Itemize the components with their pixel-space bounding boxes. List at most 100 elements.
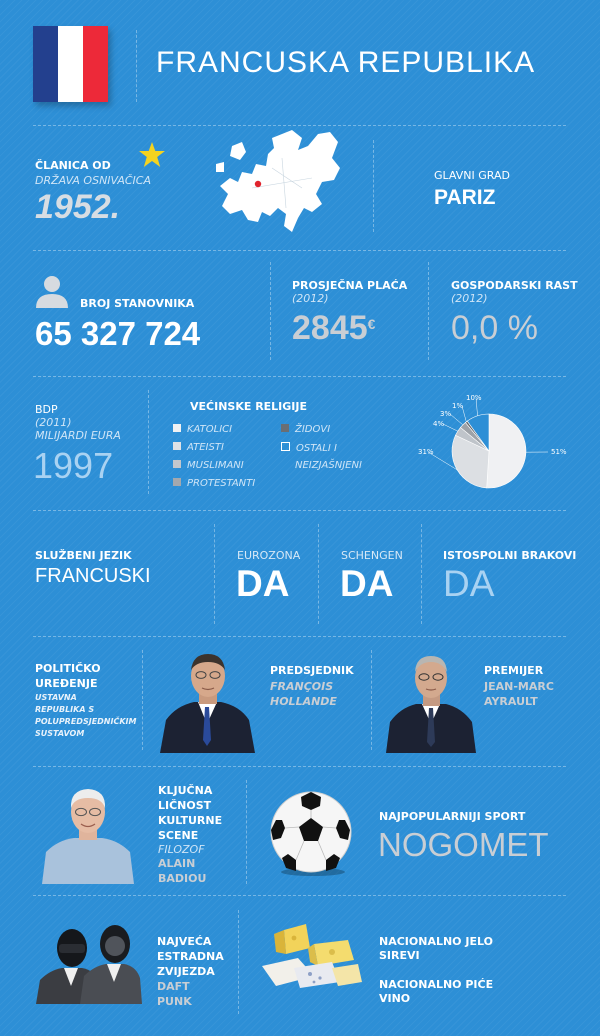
samesex-value: DA [443,563,495,604]
europe-map-icon [212,128,352,242]
population-label: BROJ STANOVNIKA [80,297,195,310]
salary-value: 2845 [292,309,368,347]
sport-value: NOGOMET [378,826,549,863]
legend-label: ŽIDOVI [295,424,331,435]
pie-data-label: 1% [452,402,463,410]
eu-star-icon [138,141,166,172]
legend-label: MUSLIMANI [187,460,244,471]
politics-label-1: POLITIČKO [35,662,101,675]
membership-sub: DRŽAVA OSNIVAČICA [35,174,151,187]
culture-label-3: KULTURNE [158,814,223,827]
music-name-1: DAFT [157,980,190,993]
growth-value: 0,0 % [451,309,538,347]
legend-item-protestanti: PROTESTANTI [173,478,255,489]
legend-item-ostali: OSTALI I [281,442,337,454]
food-label: NACIONALNO JELO [379,935,493,948]
salary-unit: € [367,315,376,332]
gdp-unit: MILIJARDI EURA [35,429,121,442]
culture-name: ALAIN BADIOU [158,856,206,886]
pie-slice-2 [451,434,490,489]
growth-label: GOSPODARSKI RAST [451,279,578,292]
sport-label: NAJPOPULARNIJI SPORT [379,810,526,823]
language-value: FRANCUSKI [35,565,151,587]
language-label: SLUŽBENI JEZIK [35,549,132,562]
legend-item-ostali-line2: NEIZJAŠNJENI [295,460,362,471]
soccer-ball-icon [266,788,356,882]
music-label-1: NAJVEĆA [157,935,212,948]
page-title: FRANCUSKA REPUBLIKA [156,46,536,79]
flag-of-france [33,26,108,102]
membership-label: ČLANICA OD [35,159,111,172]
music-name: DAFT PUNK [157,979,192,1009]
legend-label: NEIZJAŠNJENI [295,460,362,471]
population-value: 65 327 724 [35,315,201,352]
salary-year: (2012) [292,292,329,305]
culture-portrait [42,784,134,888]
religion-pie-chart: 51% 31% 4% 3%1%10% [418,394,567,489]
schengen-label: SCHENGEN [341,549,403,562]
food-value: SIREVI [379,949,420,962]
growth-year: (2012) [451,292,488,305]
music-name-2: PUNK [157,995,192,1008]
legend-item-ateisti: ATEISTI [173,442,224,453]
religions-title: VEĆINSKE RELIGIJE [190,400,308,413]
pie-leader-line [427,451,458,471]
pie-leader-line [475,397,478,416]
legend-swatch [173,460,181,468]
pie-slice-1 [486,413,527,489]
person-icon [35,275,69,312]
pie-data-label: 10% [466,394,482,402]
president-name-1: FRANÇOIS [270,680,334,693]
pie-data-label: 4% [433,420,444,428]
culture-name-1: ALAIN [158,857,196,870]
pie-data-label: 51% [551,448,567,456]
gdp-label: BDP [35,403,58,416]
culture-role: FILOZOF [158,843,205,856]
schengen-value: DA [340,563,394,604]
legend-label: PROTESTANTI [187,478,256,489]
premier-portrait [386,652,476,757]
religion-legend: KATOLICI ATEISTI MUSLIMANI PROTESTANTI Ž… [173,424,403,494]
legend-label: ATEISTI [187,442,224,453]
culture-label-1: KLJUČNA [158,784,213,797]
capital-label: GLAVNI GRAD [434,169,510,182]
pie-slice-6 [466,413,490,452]
legend-item-muslimani: MUSLIMANI [173,460,244,471]
premier-name-1: JEAN-MARC [484,680,554,693]
legend-item-katolici: KATOLICI [173,424,232,435]
legend-swatch [173,424,181,432]
politics-label-2: UREĐENJE [35,677,98,690]
music-label: NAJVEĆA ESTRADNA ZVIJEZDA [157,934,224,979]
salary-amount: 2845€ [292,309,375,348]
legend-label: KATOLICI [187,424,233,435]
politics-sub-2: REPUBLIKA S [35,705,95,714]
legend-swatch [173,478,181,486]
eurozone-label: EUROZONA [237,549,301,562]
premier-role: PREMIJER [484,664,544,677]
pie-leader-line [461,405,467,422]
president-portrait [160,650,255,757]
gdp-year: (2011) [35,416,72,429]
legend-label: OSTALI I [296,443,337,454]
pie-data-label: 31% [418,448,434,456]
music-label-2: ESTRADNA [157,950,224,963]
politics-sub-3: POLUPREDSJEDNIČKIM [35,717,137,726]
politics-sub-4: SUSTAVOM [35,729,85,738]
paris-marker [254,180,262,188]
legend-swatch [281,424,289,432]
pie-leader-line [442,423,458,432]
politics-sub-1: USTAVNA [35,693,77,702]
membership-year: 1952. [35,188,121,226]
drink-label: NACIONALNO PIĆE [379,978,494,991]
legend-swatch [173,442,181,450]
culture-label: KLJUČNA LIČNOST KULTURNE SCENE [158,783,222,843]
drink-value: VINO [379,992,411,1005]
capital-value: PARIZ [434,186,496,209]
eurozone-value: DA [236,563,290,604]
music-label-3: ZVIJEZDA [157,965,215,978]
samesex-label: ISTOSPOLNI BRAKOVI [443,549,577,562]
culture-label-2: LIČNOST [158,799,212,812]
daft-punk-image [36,924,142,1008]
gdp-value: 1997 [33,445,114,486]
premier-name: JEAN-MARC AYRAULT [484,679,554,709]
